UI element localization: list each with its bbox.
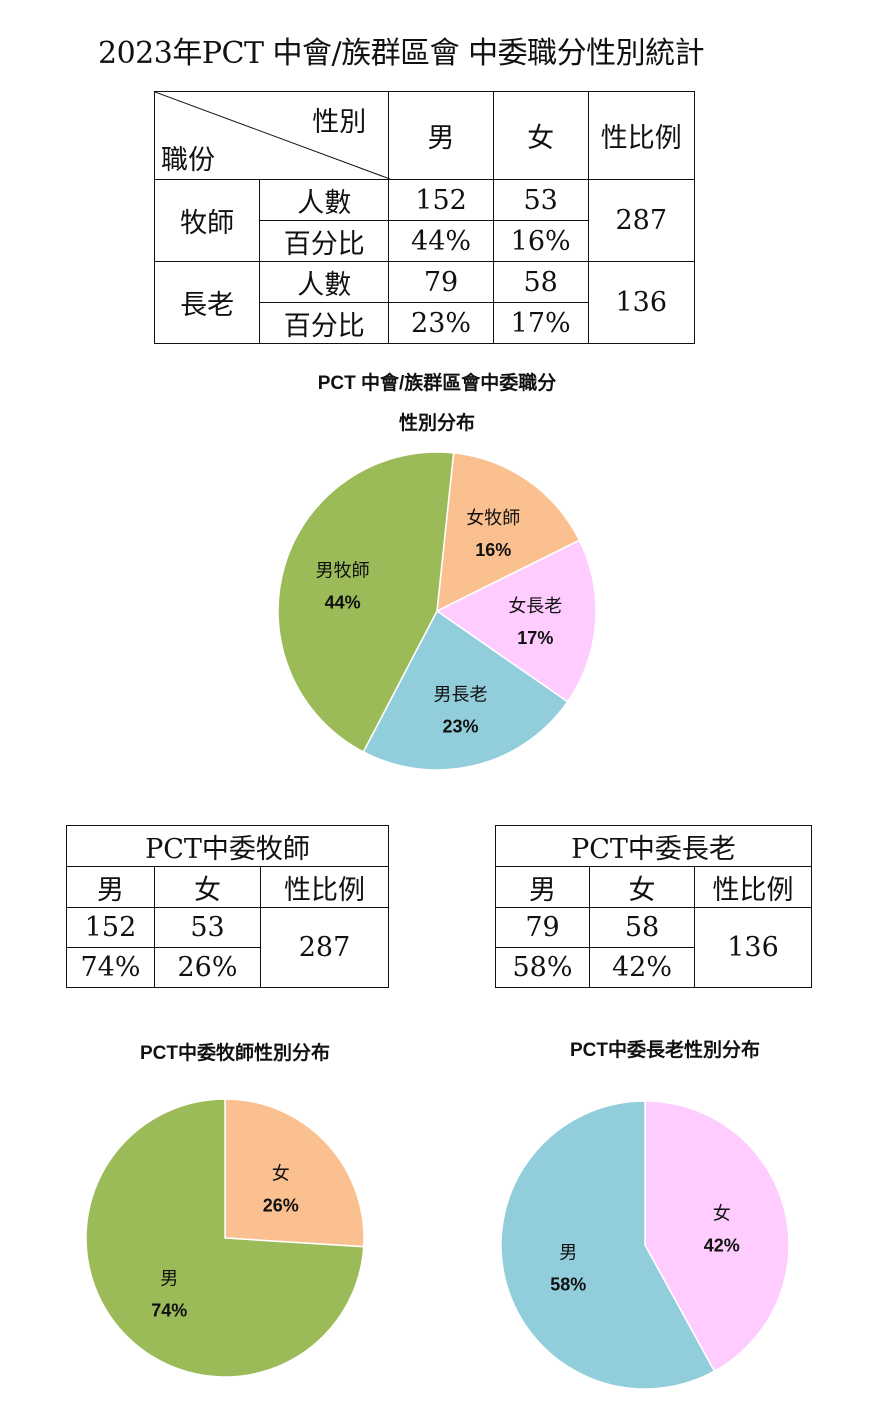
slice-label: 女牧師 <box>466 508 520 528</box>
col-ratio-header: 性比例 <box>260 866 389 908</box>
slice-value-label: 44% <box>325 593 361 613</box>
slice-label: 女長老 <box>508 596 562 616</box>
slice-value-label: 17% <box>517 628 553 648</box>
col-male-header: 男 <box>388 91 494 180</box>
col-male-header: 男 <box>495 866 590 908</box>
table-cell: 42% <box>589 947 695 988</box>
pie-slice <box>644 1100 790 1373</box>
chart-title: PCT中委牧師性別分布 <box>139 1043 330 1064</box>
table-cell: 136 <box>694 907 812 988</box>
slice-label: 女 <box>713 1203 731 1223</box>
table-cell: 26% <box>154 947 261 988</box>
table-cell: 23% <box>388 302 494 344</box>
row-label: 人數 <box>259 179 390 221</box>
table-title: PCT中委牧師 <box>66 825 389 867</box>
row-label: 百分比 <box>259 220 390 262</box>
header-role: 職份 <box>161 145 215 176</box>
table-cell: 53 <box>154 907 261 948</box>
table-cell: 287 <box>260 907 389 988</box>
table-cell: 152 <box>388 179 494 221</box>
table-cell: 74% <box>66 947 155 988</box>
table-cell: 58% <box>495 947 590 988</box>
group-name: 牧師 <box>153 179 261 262</box>
slice-label: 男長老 <box>434 685 488 705</box>
pie-slice <box>85 1098 365 1378</box>
summary-table: 性別 職份 男 女 性比例 牧師 人數 152 53 287 百分比 44% 1… <box>153 91 695 344</box>
diagonal-header-cell: 性別 職份 <box>153 91 390 180</box>
table-cell: 44% <box>388 220 494 262</box>
col-female-header: 女 <box>154 866 261 908</box>
table-cell: 16% <box>492 220 589 262</box>
slice-value-label: 74% <box>151 1300 187 1320</box>
page-title: 2023年PCT 中會/族群區會 中委職分性別統計 <box>98 36 705 71</box>
chart-subtitle: 性別分布 <box>398 413 475 434</box>
table-cell: 79 <box>388 261 494 303</box>
col-female-header: 女 <box>492 91 589 180</box>
pastor-table: PCT中委牧師 男 女 性比例 152 53 287 74% 26% <box>66 825 389 988</box>
slice-value-label: 58% <box>550 1275 586 1295</box>
diagonal-line <box>155 92 390 179</box>
table-cell: 53 <box>492 179 589 221</box>
pie-slice <box>224 1098 365 1248</box>
pie-slice <box>362 609 569 771</box>
table-cell: 152 <box>66 907 155 948</box>
group-name: 長老 <box>153 261 261 344</box>
pie-slice <box>277 451 455 753</box>
slice-label: 女 <box>272 1164 290 1184</box>
header-gender: 性別 <box>312 107 367 138</box>
slice-value-label: 16% <box>475 540 511 560</box>
elder-table: PCT中委長老 男 女 性比例 79 58 136 58% 42% <box>495 825 812 988</box>
table-cell: 58 <box>492 261 589 303</box>
table-cell: 287 <box>587 179 695 262</box>
col-male-header: 男 <box>66 866 155 908</box>
slice-value-label: 42% <box>704 1235 740 1255</box>
col-female-header: 女 <box>589 866 695 908</box>
slice-value-label: 26% <box>263 1196 299 1216</box>
row-label: 百分比 <box>259 302 390 344</box>
table-title: PCT中委長老 <box>495 825 812 867</box>
chart-title: PCT中委長老性別分布 <box>569 1040 760 1061</box>
pie-slice <box>436 452 581 613</box>
slice-value-label: 23% <box>442 717 478 737</box>
slice-label: 男 <box>559 1243 577 1263</box>
pie-slice <box>435 539 597 703</box>
pie-slice <box>500 1100 716 1390</box>
table-cell: 136 <box>587 261 695 344</box>
col-ratio-header: 性比例 <box>587 91 695 180</box>
slice-label: 男 <box>160 1268 178 1288</box>
chart-title: PCT 中會/族群區會中委職分 <box>317 373 557 394</box>
slice-label: 男牧師 <box>316 561 370 581</box>
table-cell: 17% <box>492 302 589 344</box>
